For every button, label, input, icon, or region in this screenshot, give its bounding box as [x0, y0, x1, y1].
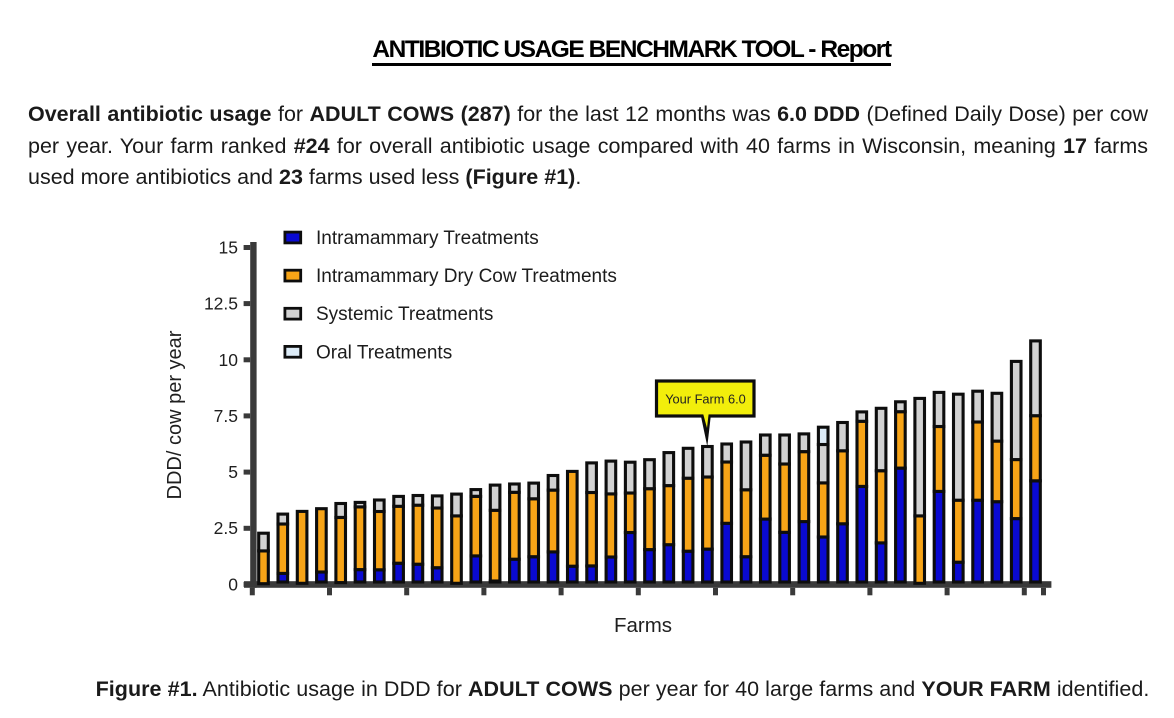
svg-text:10: 10 — [219, 350, 239, 370]
svg-text:DDD/ cow per year: DDD/ cow per year — [164, 330, 186, 499]
svg-text:Farms: Farms — [614, 614, 672, 637]
svg-text:Your Farm 6.0: Your Farm 6.0 — [665, 392, 746, 407]
svg-text:Oral Treatments: Oral Treatments — [316, 342, 452, 363]
svg-text:2.5: 2.5 — [214, 518, 238, 538]
svg-text:12.5: 12.5 — [204, 294, 238, 314]
svg-text:Intramammary Dry Cow Treatment: Intramammary Dry Cow Treatments — [316, 266, 617, 287]
svg-text:15: 15 — [219, 238, 238, 258]
svg-text:7.5: 7.5 — [214, 406, 238, 426]
svg-text:5: 5 — [228, 462, 238, 482]
svg-text:0: 0 — [228, 574, 238, 594]
svg-text:Intramammary Treatments: Intramammary Treatments — [316, 228, 539, 249]
svg-text:Systemic Treatments: Systemic Treatments — [316, 304, 493, 325]
